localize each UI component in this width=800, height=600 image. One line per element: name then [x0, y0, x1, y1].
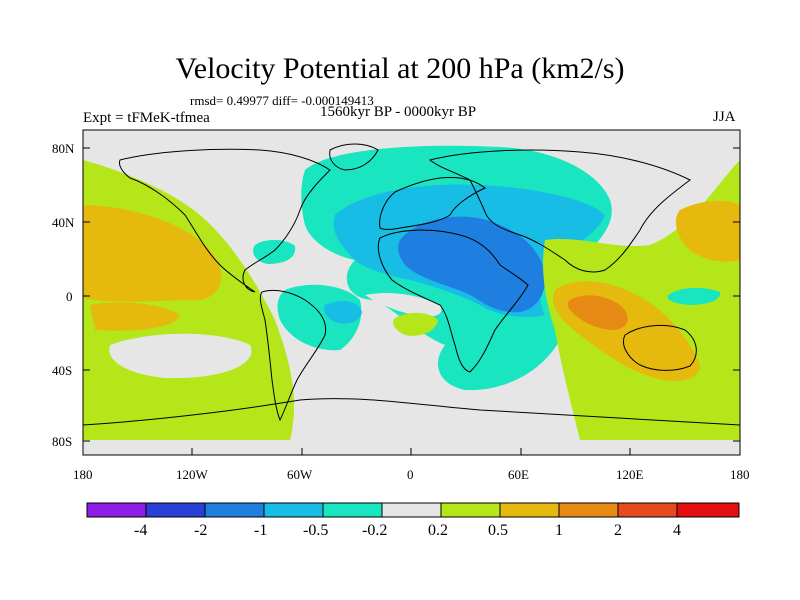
colorbar-swatch — [676, 502, 740, 518]
coast-north-america — [119, 148, 331, 293]
map-title: Velocity Potential at 200 hPa (km2/s) — [175, 52, 625, 85]
lon-label-120e: 120E — [616, 467, 644, 482]
lon-label-0: 0 — [407, 467, 414, 482]
colorbar-label: 0.5 — [488, 522, 508, 539]
coast-europe — [379, 177, 486, 230]
contour-south-pacific-grey — [109, 333, 252, 379]
coast-australia — [623, 325, 697, 371]
colorbar-swatch — [322, 502, 383, 518]
stats-text: rmsd= 0.49977 diff= -0.000149413 — [190, 93, 374, 108]
coastlines — [83, 143, 740, 426]
lat-label-0: 0 — [66, 289, 73, 304]
lon-label-180w: 180 — [73, 467, 93, 482]
contour-cyan-west — [324, 300, 362, 324]
contour-south-atlantic-grey — [365, 293, 442, 317]
contour-blue-core — [397, 216, 545, 313]
colorbar-swatch — [440, 502, 501, 518]
colorbar-label: 0.2 — [428, 522, 448, 539]
colorbar-label: -0.5 — [303, 522, 329, 539]
contour-wpacific-cyan — [667, 287, 721, 305]
colorbar-label: -1 — [254, 522, 268, 539]
colorbar — [86, 502, 740, 518]
colorbar-swatch — [263, 502, 324, 518]
coast-asia — [428, 149, 691, 273]
colorbar-label: -2 — [194, 522, 208, 539]
coast-africa — [377, 229, 529, 373]
coast-greenland — [329, 143, 379, 171]
colorbar-label: 2 — [614, 522, 622, 539]
lon-label-60e: 60E — [508, 467, 529, 482]
experiment-label: Expt = tFMeK-tfmea — [83, 110, 210, 126]
contour-pacific-west-orange — [83, 205, 222, 302]
contour-indian-darkorange — [567, 295, 628, 330]
colorbar-label: 1 — [555, 522, 563, 539]
lat-label-40n: 40N — [52, 215, 75, 230]
lon-label-120w: 120W — [176, 467, 208, 482]
lon-ticks — [82, 448, 741, 455]
colorbar-swatch — [558, 502, 619, 518]
contour-pacific-south-orange — [90, 302, 180, 331]
lat-ticks — [83, 147, 740, 442]
lon-label-60w: 60W — [287, 467, 313, 482]
contour-south-atlantic-yg — [393, 312, 438, 336]
contour-nw-pacific-orange — [675, 200, 740, 262]
colorbar-swatch — [204, 502, 265, 518]
colorbar-label: 4 — [673, 522, 681, 539]
lat-label-80n: 80N — [52, 141, 75, 156]
lat-label-80s: 80S — [52, 434, 73, 449]
period-label: 1560kyr BP - 0000kyr BP — [320, 104, 477, 120]
colorbar-swatch — [145, 502, 206, 518]
colorbar-swatch — [381, 502, 442, 518]
lat-label-40s: 40S — [52, 363, 73, 378]
colorbar-swatch — [499, 502, 560, 518]
colorbar-swatch — [617, 502, 678, 518]
colorbar-label: -4 — [134, 522, 148, 539]
colorbar-label: -0.2 — [362, 522, 388, 539]
colorbar-swatch — [86, 502, 147, 518]
season-label: JJA — [713, 109, 736, 125]
coast-antarctica — [83, 398, 740, 426]
lon-label-180e: 180 — [730, 467, 750, 482]
